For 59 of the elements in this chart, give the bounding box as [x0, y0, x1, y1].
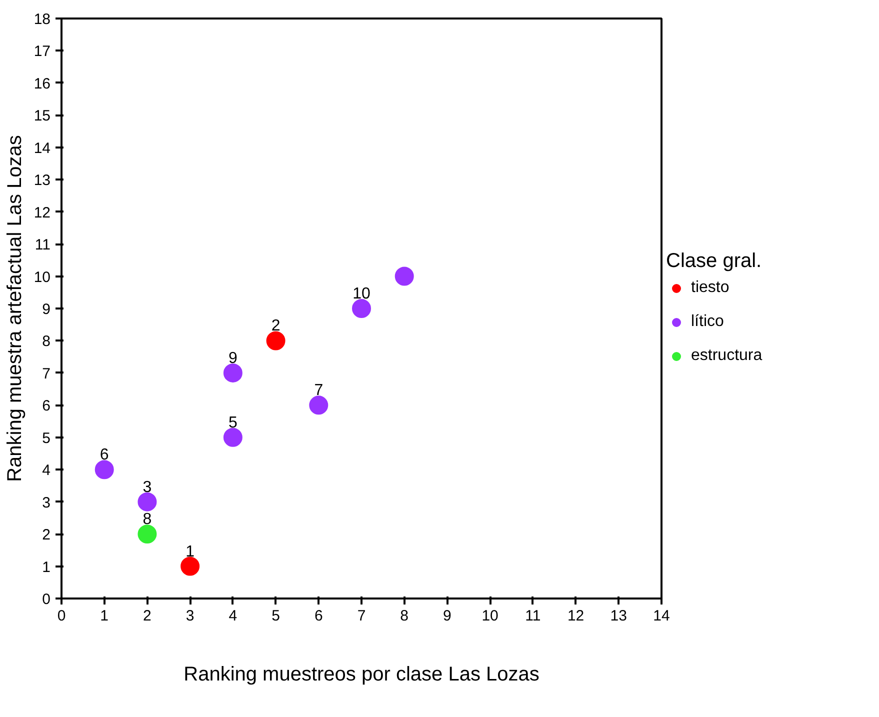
point [138, 524, 157, 544]
x-tick-label: 14 [653, 608, 670, 624]
annotation: 10 [352, 286, 370, 302]
y-tick-label: 4 [42, 462, 50, 480]
point [223, 428, 242, 447]
point [394, 266, 414, 286]
y-tick-label: 7 [42, 365, 50, 382]
annotation: 6 [100, 446, 109, 464]
x-axis-title: Ranking muestreos por clase Las Lozas [184, 664, 540, 686]
x-tick-label: 1 [100, 608, 109, 624]
annotation: 3 [142, 478, 152, 496]
y-tick-label: 6 [42, 398, 50, 415]
y-tick-label: 0 [42, 591, 50, 608]
y-tick-label: 8 [42, 333, 50, 350]
annotation: 8 [142, 511, 152, 528]
x-tick-label: 7 [357, 608, 366, 624]
x-tick-label: 8 [400, 608, 409, 624]
point [266, 331, 286, 350]
y-axis-title: Ranking muestra artefactual Las Lozas [4, 135, 26, 482]
x-tick-label: 9 [443, 608, 452, 624]
y-tick-label: 9 [42, 301, 50, 318]
x-tick-label: 11 [525, 608, 541, 624]
annotation: 5 [228, 414, 238, 432]
point [94, 460, 114, 480]
legend-label: tiesto [691, 279, 730, 297]
point [309, 396, 328, 415]
point [352, 299, 371, 318]
legend-title: Clase gral. [666, 250, 762, 273]
y-tick-label: 2 [42, 526, 50, 544]
x-tick-label: 13 [610, 608, 627, 624]
legend-label: lítico [691, 313, 724, 331]
x-tick-label: 5 [272, 608, 280, 624]
annotation: 1 [186, 543, 195, 560]
x-tick-label: 12 [567, 608, 584, 624]
x-tick-label: 10 [482, 608, 498, 624]
y-tick-label: 17 [34, 43, 51, 60]
legend-label: estructura [691, 347, 762, 365]
y-tick-label: 14 [34, 140, 51, 157]
y-tick-label: 15 [34, 108, 51, 125]
x-tick-label: 4 [228, 608, 238, 624]
y-tick-label: 10 [34, 268, 51, 286]
x-tick-label: 0 [57, 608, 66, 624]
annotation: 7 [314, 382, 324, 400]
point [180, 556, 200, 576]
x-tick-label: 6 [314, 608, 323, 624]
y-tick-label: 3 [42, 494, 50, 512]
y-tick-label: 12 [34, 204, 51, 222]
point [138, 492, 157, 512]
x-tick-label: 2 [143, 608, 152, 624]
y-tick-label: 11 [34, 236, 51, 254]
y-tick-label: 18 [34, 11, 51, 28]
y-tick-label: 1 [42, 558, 50, 576]
point [223, 363, 242, 382]
y-tick-label: 13 [34, 172, 51, 190]
annotation: 9 [228, 350, 238, 367]
x-tick-label: 3 [186, 608, 194, 624]
annotation: 2 [271, 318, 280, 335]
y-tick-label: 16 [34, 75, 51, 92]
y-tick-label: 5 [42, 430, 50, 447]
